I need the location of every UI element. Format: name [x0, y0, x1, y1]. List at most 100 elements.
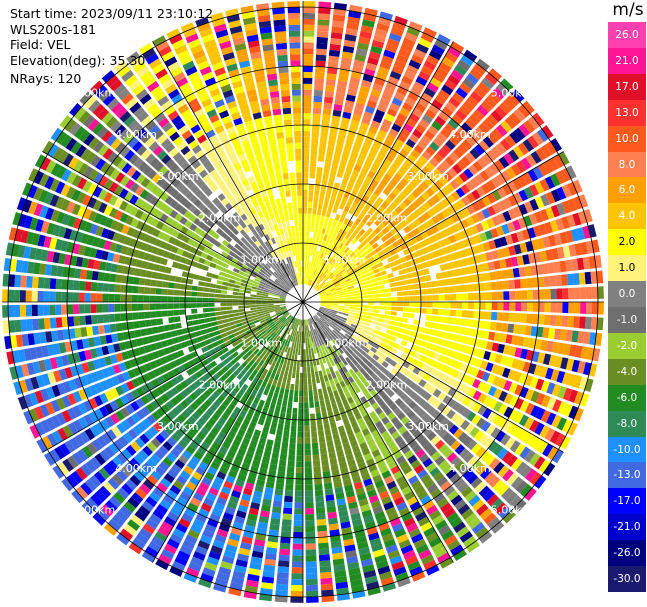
velocity-gate — [407, 91, 419, 102]
velocity-gate — [535, 392, 546, 406]
velocity-gate — [491, 342, 500, 352]
velocity-gate — [485, 251, 493, 261]
velocity-gate — [237, 428, 246, 437]
velocity-gate — [482, 383, 492, 394]
velocity-gate — [83, 246, 92, 257]
velocity-gate — [160, 477, 172, 489]
velocity-gate — [256, 311, 264, 315]
velocity-gate — [383, 173, 392, 182]
velocity-gate — [119, 200, 129, 211]
velocity-gate — [294, 318, 298, 325]
velocity-gate — [322, 173, 329, 181]
velocity-gate — [147, 262, 155, 271]
velocity-gate — [212, 390, 221, 399]
velocity-gate — [331, 277, 338, 283]
velocity-gate — [29, 424, 41, 439]
velocity-gate — [420, 32, 435, 43]
velocity-gate — [457, 335, 465, 344]
velocity-gate — [448, 234, 457, 244]
velocity-gate — [460, 122, 473, 134]
velocity-gate — [330, 224, 336, 232]
velocity-gate — [214, 293, 221, 298]
velocity-gate — [330, 353, 336, 360]
velocity-gate — [307, 330, 311, 337]
velocity-gate — [319, 351, 325, 358]
velocity-gate — [279, 350, 284, 358]
velocity-gate — [155, 303, 162, 310]
velocity-gate — [251, 286, 258, 290]
velocity-gate — [499, 101, 512, 115]
velocity-gate — [310, 317, 314, 324]
velocity-gate — [313, 365, 318, 372]
velocity-gate — [337, 134, 346, 142]
velocity-gate — [305, 525, 315, 533]
velocity-gate — [49, 237, 58, 250]
velocity-gate — [287, 401, 293, 408]
velocity-gate — [90, 293, 97, 302]
velocity-gate — [332, 475, 341, 483]
velocity-gate — [455, 87, 468, 99]
velocity-gate — [369, 357, 377, 365]
velocity-gate — [260, 278, 267, 284]
velocity-gate — [39, 404, 50, 418]
velocity-gate — [167, 511, 180, 522]
velocity-gate — [529, 184, 539, 197]
velocity-gate — [508, 149, 520, 162]
velocity-gate — [386, 480, 397, 490]
velocity-gate — [138, 528, 152, 540]
velocity-gate — [131, 492, 144, 504]
velocity-gate — [242, 335, 249, 341]
velocity-gate — [319, 265, 324, 272]
velocity-gate — [421, 92, 433, 103]
velocity-gate — [472, 378, 481, 389]
velocity-gate — [82, 208, 92, 220]
velocity-gate — [408, 475, 419, 485]
velocity-gate — [438, 287, 445, 294]
velocity-gate — [211, 507, 223, 517]
velocity-gate — [445, 332, 453, 341]
velocity-gate — [33, 170, 44, 185]
velocity-gate — [305, 531, 316, 538]
velocity-gate — [561, 184, 572, 198]
velocity-gate — [238, 299, 245, 302]
velocity-gate — [55, 278, 63, 290]
velocity-gate — [444, 309, 451, 316]
velocity-gate — [44, 176, 55, 190]
velocity-gate — [347, 396, 354, 404]
velocity-gate — [337, 189, 345, 197]
velocity-gate — [420, 302, 427, 308]
velocity-gate — [569, 344, 577, 357]
velocity-gate — [468, 113, 481, 125]
velocity-gate — [203, 389, 212, 398]
velocity-gate — [390, 416, 400, 426]
velocity-gate — [497, 343, 505, 354]
velocity-gate — [261, 361, 268, 369]
velocity-gate — [55, 304, 62, 315]
velocity-gate — [268, 306, 275, 310]
velocity-gate — [62, 458, 74, 472]
velocity-gate — [297, 425, 303, 432]
velocity-gate — [303, 136, 310, 143]
velocity-gate — [325, 320, 331, 326]
velocity-gate — [21, 333, 30, 347]
velocity-gate — [248, 374, 255, 382]
velocity-gate — [506, 221, 516, 233]
velocity-gate — [536, 264, 544, 275]
velocity-gate — [138, 505, 151, 517]
velocity-gate — [52, 251, 61, 264]
velocity-gate — [303, 178, 309, 185]
velocity-gate — [248, 334, 256, 341]
velocity-gate — [502, 247, 511, 257]
velocity-gate — [441, 144, 452, 155]
velocity-gate — [429, 251, 438, 259]
velocity-gate — [243, 347, 251, 354]
velocity-gate — [33, 203, 44, 217]
velocity-gate — [511, 89, 525, 103]
velocity-gate — [424, 342, 433, 350]
velocity-gate — [113, 197, 124, 209]
velocity-gate — [303, 390, 308, 397]
velocity-gate — [56, 412, 67, 426]
velocity-gate — [319, 245, 324, 253]
velocity-gate — [353, 164, 362, 172]
velocity-gate — [331, 309, 338, 313]
